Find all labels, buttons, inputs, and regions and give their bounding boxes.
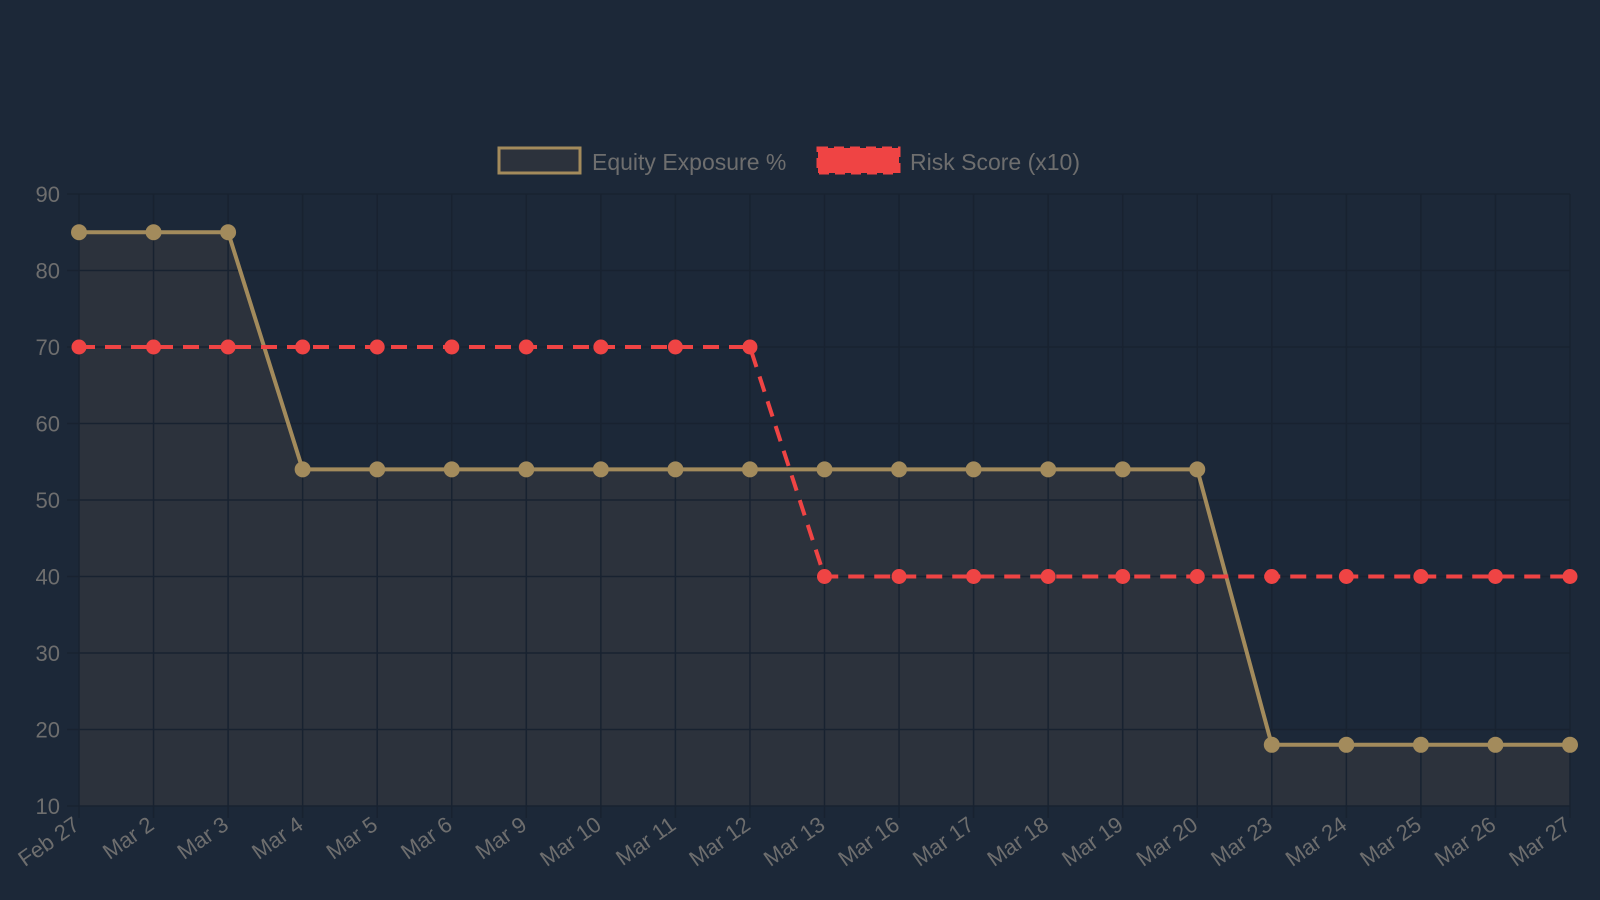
y-tick-label: 40: [36, 565, 60, 590]
equity-data-point[interactable]: [71, 224, 87, 241]
equity-data-point[interactable]: [220, 224, 237, 241]
x-tick-label: Mar 25: [1355, 812, 1425, 872]
x-tick-label: Mar 20: [1132, 812, 1202, 872]
x-tick-label: Mar 5: [322, 812, 382, 865]
x-tick-label: Mar 16: [833, 812, 903, 872]
risk-data-point[interactable]: [518, 339, 534, 355]
risk-data-point[interactable]: [891, 569, 907, 584]
equity-data-point[interactable]: [1487, 736, 1504, 753]
y-tick-label: 70: [36, 335, 60, 360]
equity-data-point[interactable]: [1263, 736, 1280, 753]
x-tick-label: Mar 10: [535, 812, 605, 872]
x-tick-label: Mar 26: [1430, 812, 1500, 872]
risk-data-point[interactable]: [1115, 569, 1131, 584]
risk-data-point[interactable]: [1264, 569, 1280, 584]
x-tick-label: Mar 19: [1057, 812, 1127, 872]
y-axis: 10 20 30 40 50 60 70 80 90: [36, 182, 60, 819]
legend-swatch-risk-icon: [816, 146, 901, 175]
y-tick-label: 90: [36, 182, 60, 207]
x-tick-label: Mar 24: [1281, 812, 1351, 872]
risk-data-point[interactable]: [1338, 569, 1354, 584]
risk-data-point[interactable]: [220, 339, 236, 355]
x-tick-label: Mar 9: [471, 812, 531, 865]
plot-area: [67, 193, 1578, 818]
risk-data-point[interactable]: [593, 339, 609, 355]
risk-data-point[interactable]: [1413, 569, 1429, 584]
y-tick-label: 10: [36, 794, 60, 819]
x-tick-label: Mar 4: [247, 812, 307, 865]
equity-data-point[interactable]: [965, 461, 982, 478]
chart-legend: Equity Exposure % Risk Score (x10): [497, 146, 1080, 175]
risk-data-point[interactable]: [146, 339, 162, 355]
x-tick-label: Mar 6: [396, 812, 456, 865]
risk-data-point[interactable]: [1189, 569, 1205, 584]
equity-data-point[interactable]: [294, 461, 311, 478]
equity-data-point[interactable]: [518, 461, 535, 478]
y-tick-label: 60: [36, 412, 60, 437]
x-tick-label: Mar 12: [684, 812, 754, 872]
risk-data-point[interactable]: [444, 339, 460, 355]
risk-data-point[interactable]: [966, 569, 982, 584]
x-tick-label: Mar 17: [908, 812, 978, 872]
legend-label-risk: Risk Score (x10): [910, 149, 1080, 175]
y-tick-label: 20: [36, 718, 60, 743]
x-axis: Feb 27 Mar 2 Mar 3 Mar 4 Mar 5 Mar 6 Mar 9 Mar …: [13, 812, 1574, 872]
equity-data-point[interactable]: [891, 461, 908, 478]
equity-data-point[interactable]: [369, 461, 386, 478]
equity-data-point[interactable]: [145, 224, 162, 241]
risk-data-point[interactable]: [1040, 569, 1056, 584]
legend-label-equity: Equity Exposure %: [592, 149, 786, 175]
x-tick-label: Mar 23: [1206, 812, 1276, 872]
risk-data-point[interactable]: [1487, 569, 1503, 584]
equity-data-point[interactable]: [1338, 736, 1355, 753]
risk-data-point[interactable]: [295, 339, 311, 355]
x-tick-label: Mar 27: [1504, 812, 1574, 872]
equity-data-point[interactable]: [1114, 461, 1131, 478]
y-tick-label: 80: [36, 259, 60, 284]
equity-data-point[interactable]: [1412, 736, 1429, 753]
equity-data-point[interactable]: [1562, 736, 1578, 753]
equity-data-point[interactable]: [667, 461, 684, 478]
x-tick-label: Mar 13: [759, 812, 829, 872]
risk-data-point[interactable]: [817, 569, 832, 584]
x-tick-label: Mar 3: [173, 812, 233, 865]
y-tick-label: 30: [36, 641, 60, 666]
risk-data-point[interactable]: [667, 339, 683, 355]
equity-data-point[interactable]: [741, 461, 758, 478]
x-tick-label: Mar 18: [983, 812, 1053, 872]
x-tick-label: Feb 27: [13, 812, 83, 872]
equity-data-point[interactable]: [1040, 461, 1057, 478]
equity-data-point[interactable]: [816, 461, 833, 478]
risk-data-point[interactable]: [71, 339, 87, 355]
equity-data-point[interactable]: [592, 461, 609, 478]
risk-data-point[interactable]: [742, 339, 758, 355]
legend-item-risk-score[interactable]: Risk Score (x10): [816, 146, 1080, 175]
y-tick-label: 50: [36, 488, 60, 513]
equity-data-point[interactable]: [1189, 461, 1206, 478]
legend-item-equity-exposure[interactable]: Equity Exposure %: [497, 146, 786, 175]
risk-data-point[interactable]: [369, 339, 385, 355]
x-tick-label: Mar 2: [98, 812, 158, 865]
equity-data-point[interactable]: [443, 461, 460, 478]
risk-data-point[interactable]: [1562, 569, 1578, 584]
x-tick-label: Mar 11: [611, 812, 680, 871]
legend-swatch-equity-icon: [497, 146, 582, 175]
